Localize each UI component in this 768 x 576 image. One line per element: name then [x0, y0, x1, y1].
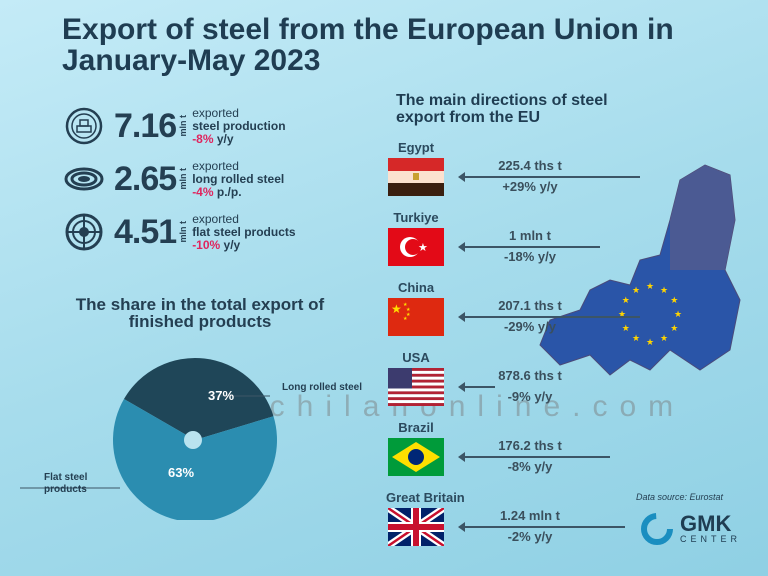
logo-text: GMK — [680, 511, 732, 536]
country-name: Brazil — [398, 420, 434, 435]
page-title: Export of steel from the European Union … — [62, 13, 674, 77]
logo-subtext: CENTER — [680, 534, 742, 544]
eu-stars: ★★★★★★★★★ ★ ★★ — [618, 281, 682, 347]
pie-title: The share in the total export of finishe… — [75, 295, 325, 331]
eu-star: ★ — [622, 323, 630, 333]
stat-unit: mln t — [178, 168, 189, 190]
label-long-rolled: Long rolled steel — [282, 382, 363, 393]
export-change: -8% y/y — [507, 459, 553, 474]
eu-map: ★★★★★★★★★ ★ ★★ — [539, 164, 741, 376]
pie-slice-0 — [123, 358, 274, 440]
flat-coil-icon — [65, 213, 103, 251]
svg-text:★: ★ — [406, 312, 411, 318]
gmk-logo-icon — [641, 513, 673, 545]
stat-line1: exported — [192, 211, 239, 226]
eu-star: ★ — [632, 333, 640, 343]
directions-title: The main directions of steel export from… — [396, 92, 608, 126]
export-change: -2% y/y — [507, 529, 553, 544]
pie-value-long: 37% — [208, 388, 235, 403]
svg-text:★: ★ — [403, 316, 408, 322]
eu-star: ★ — [674, 309, 682, 319]
eu-star: ★ — [632, 285, 640, 295]
label-flat: Flat steel products — [44, 472, 88, 495]
eu-star: ★ — [660, 285, 668, 295]
eu-star: ★ — [660, 333, 668, 343]
stat-line2: long rolled steel — [192, 171, 285, 186]
stat-unit: mln t — [178, 221, 189, 243]
export-change: +29% y/y — [502, 179, 558, 194]
pie-value-flat: 63% — [168, 465, 195, 480]
export-change: -29% y/y — [503, 319, 557, 334]
direction-arrow — [458, 172, 640, 182]
export-volume: 176.2 ths t — [498, 438, 562, 453]
stat-change-suffix: y/y — [220, 237, 241, 252]
eu-star: ★ — [618, 309, 626, 319]
stat-line2: flat steel products — [192, 224, 296, 239]
stat-change: -4% — [192, 184, 214, 199]
export-volume: 207.1 ths t — [498, 298, 562, 313]
svg-text:★: ★ — [391, 302, 402, 316]
direction-arrow — [458, 382, 495, 392]
data-source: Data source: Eurostat — [636, 492, 724, 502]
stat-value: 4.51 — [114, 212, 177, 251]
pie-slice-1 — [113, 399, 277, 520]
flag-icon: ★ — [388, 228, 444, 266]
svg-text:★: ★ — [406, 307, 411, 313]
stat-change-suffix: p./p. — [213, 184, 242, 199]
country-name: Turkiye — [393, 210, 439, 225]
stat-line1: exported — [192, 158, 239, 173]
stat-1: 2.65 mln t exported long rolled steel -4… — [64, 157, 284, 201]
coil-icon — [64, 167, 104, 191]
stat-2: 4.51 mln t exported flat steel products … — [64, 210, 296, 254]
export-volume: 1 mln t — [509, 228, 551, 243]
flag-icon: ★ ★★★★ — [388, 298, 444, 336]
stat-unit: mln t — [178, 115, 189, 137]
gmk-logo: GMK CENTER — [640, 512, 741, 546]
eu-star: ★ — [670, 323, 678, 333]
stat-line1: exported — [192, 105, 239, 120]
country-name: USA — [402, 350, 430, 365]
stat-value: 2.65 — [114, 159, 177, 198]
export-change: -9% y/y — [507, 389, 553, 404]
steel-bars-icon — [65, 107, 103, 145]
svg-text:★: ★ — [418, 242, 428, 254]
direction-arrow — [458, 242, 600, 252]
country-name: China — [397, 280, 435, 295]
svg-text:★: ★ — [403, 302, 408, 308]
eu-star: ★ — [646, 281, 654, 291]
country-name: Egypt — [397, 140, 435, 155]
pie-hole — [184, 431, 202, 449]
export-volume: 225.4 ths t — [498, 158, 562, 173]
export-volume: 878.6 ths t — [498, 368, 562, 383]
eu-star: ★ — [622, 295, 630, 305]
stat-value: 7.16 — [114, 106, 177, 145]
stat-change: -10% — [192, 237, 221, 252]
pie-chart — [20, 358, 277, 520]
direction-arrow — [458, 312, 640, 322]
eu-star: ★ — [646, 337, 654, 347]
country-name: Great Britain — [386, 490, 465, 505]
stat-change: -8% — [192, 131, 214, 146]
eu-star: ★ — [670, 295, 678, 305]
export-volume: 1.24 mln t — [500, 508, 560, 523]
direction-arrow — [458, 452, 610, 462]
stat-line2: steel production — [192, 118, 286, 133]
stat-change-suffix: y/y — [213, 131, 234, 146]
export-change: -18% y/y — [503, 249, 557, 264]
flag-icon — [388, 158, 444, 196]
flag-icon — [388, 368, 444, 406]
flag-icon — [388, 508, 444, 546]
stat-0: 7.16 mln t exported steel production -8%… — [64, 104, 286, 148]
flag-icon — [388, 438, 444, 476]
direction-arrow — [458, 522, 625, 532]
